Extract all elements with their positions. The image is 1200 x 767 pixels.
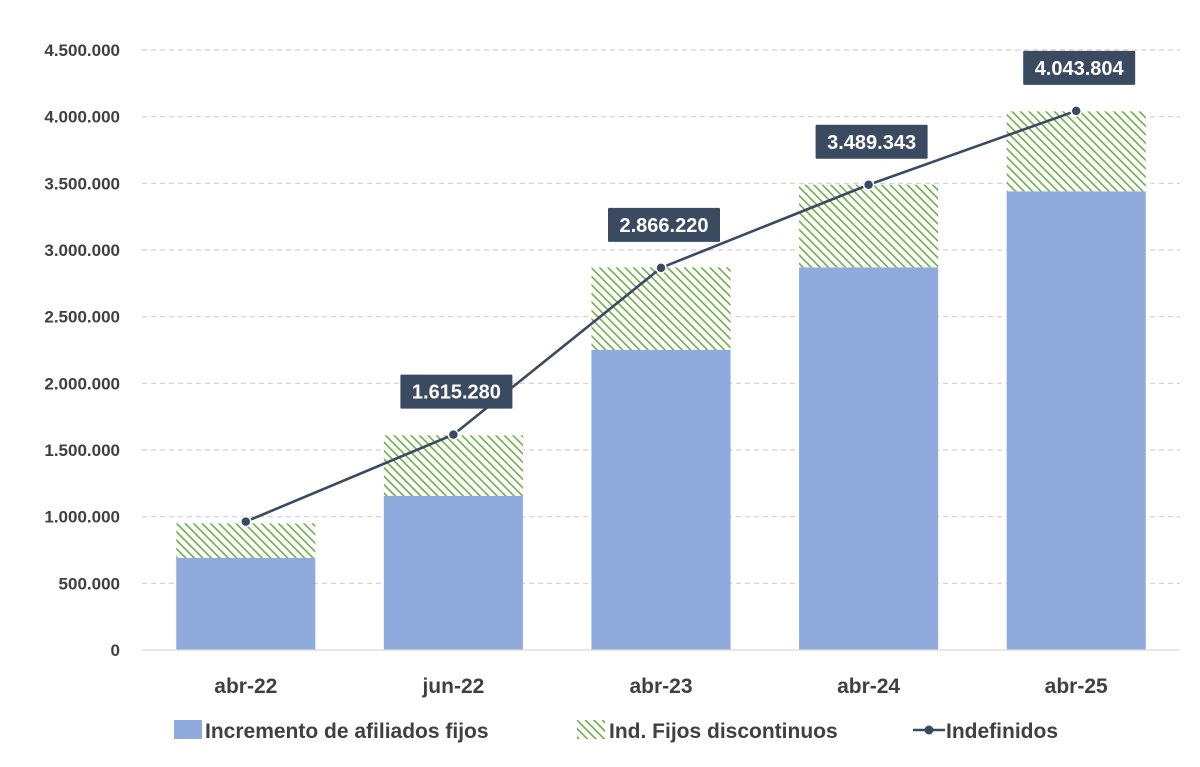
data-label: 1.615.280 [412, 382, 501, 404]
bar-fijos [1006, 191, 1146, 651]
bar-fijos-discontinuos [1006, 111, 1146, 192]
legend-label: Indefinidos [946, 720, 1058, 743]
data-label-box [608, 207, 720, 242]
x-tick-label: jun-22 [421, 675, 484, 698]
y-tick-label: 2.000.000 [44, 374, 120, 393]
x-tick-label: abr-22 [214, 675, 277, 698]
legend-swatch-fijos [174, 720, 202, 739]
line-point [655, 262, 667, 274]
data-label: 3.489.343 [827, 132, 916, 154]
data-labels: 1.615.280 2.866.220 3.489.343 4.043.804 [400, 50, 1136, 409]
bar-fijos-discontinuos [383, 435, 523, 496]
bar-fijos [799, 267, 939, 650]
legend-marker [924, 725, 934, 735]
x-axis: abr-22 jun-22 abr-23 abr-24 abr-25 [142, 649, 1180, 698]
y-tick-label: 1.000.000 [44, 508, 120, 527]
legend-label: Incremento de afiliados fijos [205, 720, 489, 743]
line-point [862, 179, 875, 191]
legend: Incremento de afiliados fijos Ind. Fijos … [174, 720, 1058, 743]
data-label-box [400, 374, 513, 409]
line-point [240, 515, 252, 528]
y-tick-label: 3.500.000 [44, 174, 120, 193]
legend-label: Ind. Fijos discontinuos [609, 720, 838, 743]
line-point [447, 428, 460, 441]
x-tick-label: abr-24 [837, 675, 900, 698]
data-label: 4.043.804 [1035, 58, 1125, 80]
y-tick-label: 1.500.000 [44, 441, 120, 460]
bar-fijos-discontinuos [176, 523, 316, 558]
bars [176, 111, 1146, 651]
data-label-box [1023, 50, 1136, 85]
bar-fijos [591, 350, 731, 650]
y-tick-label: 3.000.000 [44, 241, 120, 260]
y-tick-label: 500.000 [59, 574, 120, 593]
y-axis: 0 500.000 1.000.000 1.500.000 2.000.000 2.500… [44, 41, 120, 660]
line-series [240, 105, 1082, 528]
bar-fijos-discontinuos [799, 184, 939, 268]
y-tick-label: 0 [111, 641, 120, 660]
line-point [1070, 105, 1082, 117]
y-tick-label: 2.500.000 [44, 308, 120, 327]
bar-fijos [383, 496, 523, 650]
x-tick-label: abr-25 [1045, 675, 1108, 698]
y-tick-label: 4.000.000 [44, 108, 120, 127]
bar-fijos-discontinuos [591, 267, 731, 350]
bar-fijos [176, 558, 316, 650]
x-tick-label: abr-23 [629, 675, 692, 698]
data-label: 2.866.220 [620, 215, 709, 237]
y-tick-label: 4.500.000 [44, 41, 120, 60]
data-label-box [815, 124, 928, 159]
legend-swatch-discontinuos [577, 720, 605, 739]
